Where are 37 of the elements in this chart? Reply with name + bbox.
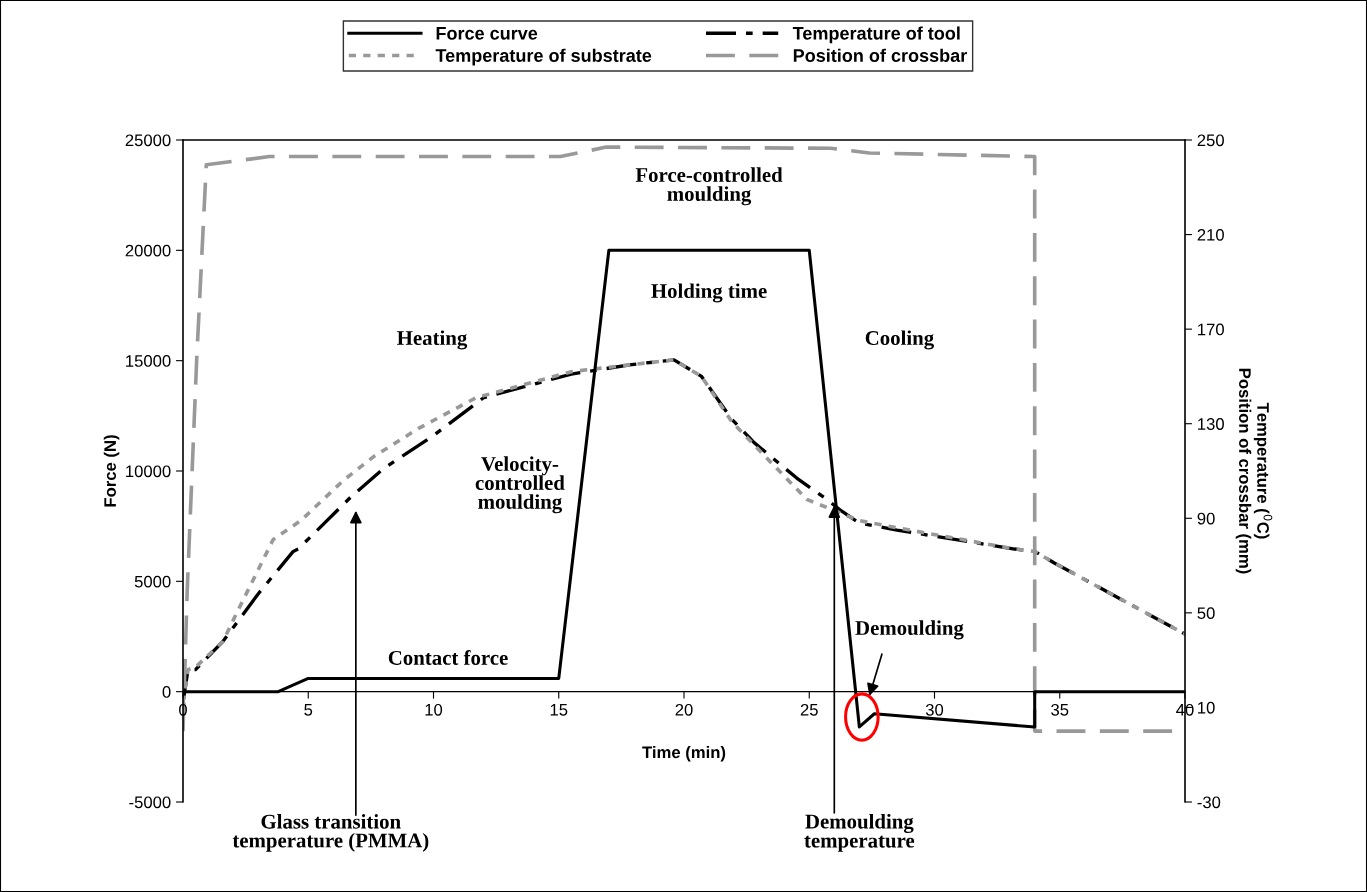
y-tick-label: 0: [162, 686, 171, 698]
annotation: Holding time: [651, 283, 767, 303]
annotation: Contact force: [388, 650, 508, 665]
y2-tick-label: 50: [1197, 607, 1215, 620]
y-tick-label: 20000: [125, 244, 171, 257]
annotation: Cooling: [865, 330, 934, 350]
y2-tick-label: 90: [1197, 512, 1215, 525]
x-axis-title: Time (min): [642, 745, 726, 762]
legend-label: Temperature of substrate: [435, 48, 652, 66]
y-tick-label: 5000: [134, 575, 171, 588]
y-tick-label: 25000: [125, 134, 171, 147]
x-tick-label: 10: [425, 703, 443, 716]
x-tick-label: 15: [550, 704, 568, 716]
x-tick-label: 35: [1051, 703, 1069, 716]
x-tick-label: 5: [304, 704, 313, 716]
text: Glass transition temperature (PMMA): [232, 814, 429, 852]
y-axis-title: Force (N): [103, 435, 120, 507]
legend-label: Temperature of tool: [792, 26, 960, 44]
y-tick-label: 10000: [126, 465, 171, 478]
y-tick-label: -5000: [129, 796, 171, 809]
y2-axis-title: Temperature ($^{0}$C) Position of crossbar (mm): [1235, 368, 1273, 574]
x-tick-label: 25: [800, 703, 818, 716]
x-tick-label: 30: [925, 703, 944, 716]
y2-tick-label: 250: [1197, 134, 1224, 147]
annotation: Heating: [397, 330, 468, 350]
y2-tick-label: -30: [1197, 796, 1221, 809]
annotation: Demoulding: [855, 620, 964, 640]
y-tick-label: 15000: [126, 355, 171, 367]
y2-tick-label: 130: [1198, 418, 1224, 430]
annotation: Velocity- controlled moulding: [475, 456, 565, 514]
legend-label: Force curve: [436, 27, 538, 40]
annotation: Force-controlled moulding: [635, 167, 783, 206]
y2-tick-label: 210: [1197, 228, 1224, 241]
x-tick-label: 20: [675, 703, 693, 716]
annotation: Demoulding temperature: [804, 813, 915, 852]
y2-tick-label: 170: [1198, 323, 1224, 336]
legend-label: Position of crossbar: [793, 48, 967, 62]
